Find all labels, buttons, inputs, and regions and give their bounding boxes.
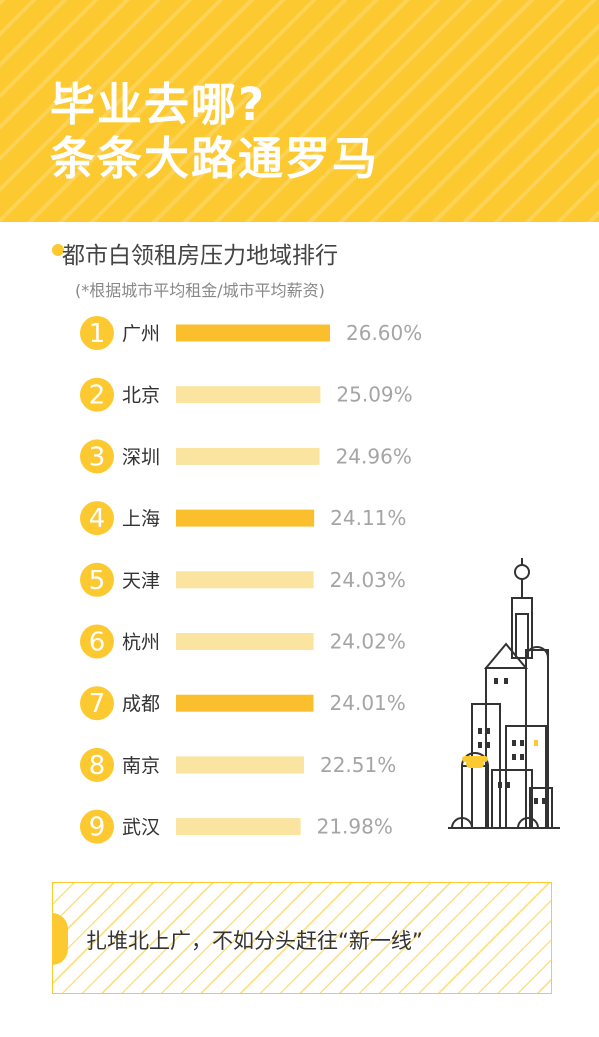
rank-badge: [80, 439, 114, 474]
value-label: 24.11%: [330, 506, 406, 530]
rank-badge: [80, 624, 114, 659]
value-label: 24.02%: [330, 630, 406, 654]
category-label: 南京: [122, 755, 160, 777]
bar: [176, 818, 301, 836]
rank-badge: [80, 501, 114, 536]
rank-number: 3: [89, 442, 106, 472]
header-notch: [0, 222, 500, 267]
category-label: 广州: [122, 323, 160, 345]
rank-number: 6: [89, 628, 106, 658]
rank-badge: [80, 316, 114, 350]
callout-text: 扎堆北上广，不如分头赶往“新一线”: [86, 929, 423, 953]
bar: [176, 447, 320, 465]
title-line-2: 条条大路通罗马: [50, 132, 380, 185]
bar: [176, 694, 314, 712]
rank-badge: [80, 377, 114, 412]
category-label: 深圳: [122, 446, 160, 468]
value-label: 26.60%: [346, 321, 422, 345]
category-label: 上海: [122, 508, 160, 530]
page-title: 毕业去哪? 条条大路通罗马: [50, 78, 379, 186]
category-label: 成都: [122, 693, 160, 715]
category-label: 天津: [122, 570, 160, 592]
bar: [176, 633, 314, 650]
bar: [176, 324, 330, 342]
category-label: 杭州: [122, 632, 160, 654]
bar-chart: 1 广州 26.60% 2 北京 25.09% 3 深圳 24.96% 4 上海 24.11% 5 天津 2…: [80, 316, 422, 844]
value-label: 24.96%: [336, 444, 412, 468]
rank-badge: [80, 747, 114, 782]
category-label: 北京: [122, 385, 160, 407]
rank-badge: [80, 562, 114, 597]
rank-badge: [80, 809, 114, 844]
value-label: 24.01%: [330, 691, 406, 715]
callout-tab: [52, 913, 68, 965]
category-label: 武汉: [122, 817, 160, 839]
value-label: 21.98%: [317, 815, 393, 839]
bar: [176, 386, 321, 404]
rank-number: 8: [89, 751, 106, 781]
city-buildings-illustration: [448, 558, 560, 829]
rank-number: 4: [89, 504, 106, 534]
value-label: 22.51%: [320, 753, 396, 777]
rank-number: 1: [89, 319, 106, 349]
value-label: 25.09%: [336, 383, 412, 407]
rank-number: 5: [89, 566, 106, 596]
chart-subtitle: 都市白领租房压力地域排行: [62, 243, 338, 269]
rank-badge: [80, 686, 114, 721]
value-label: 24.03%: [330, 568, 406, 592]
rank-number: 9: [89, 813, 106, 843]
title-line-1: 毕业去哪?: [50, 78, 267, 131]
rank-number: 7: [89, 689, 106, 719]
header-banner: [0, 0, 599, 222]
bar: [176, 509, 315, 527]
chart-note: (*根据城市平均租金/城市平均薪资): [75, 281, 325, 300]
callout-box: [52, 882, 552, 994]
bar: [176, 571, 314, 589]
bar: [176, 756, 304, 774]
bullet-dot: [52, 244, 64, 256]
rank-number: 2: [89, 381, 106, 411]
